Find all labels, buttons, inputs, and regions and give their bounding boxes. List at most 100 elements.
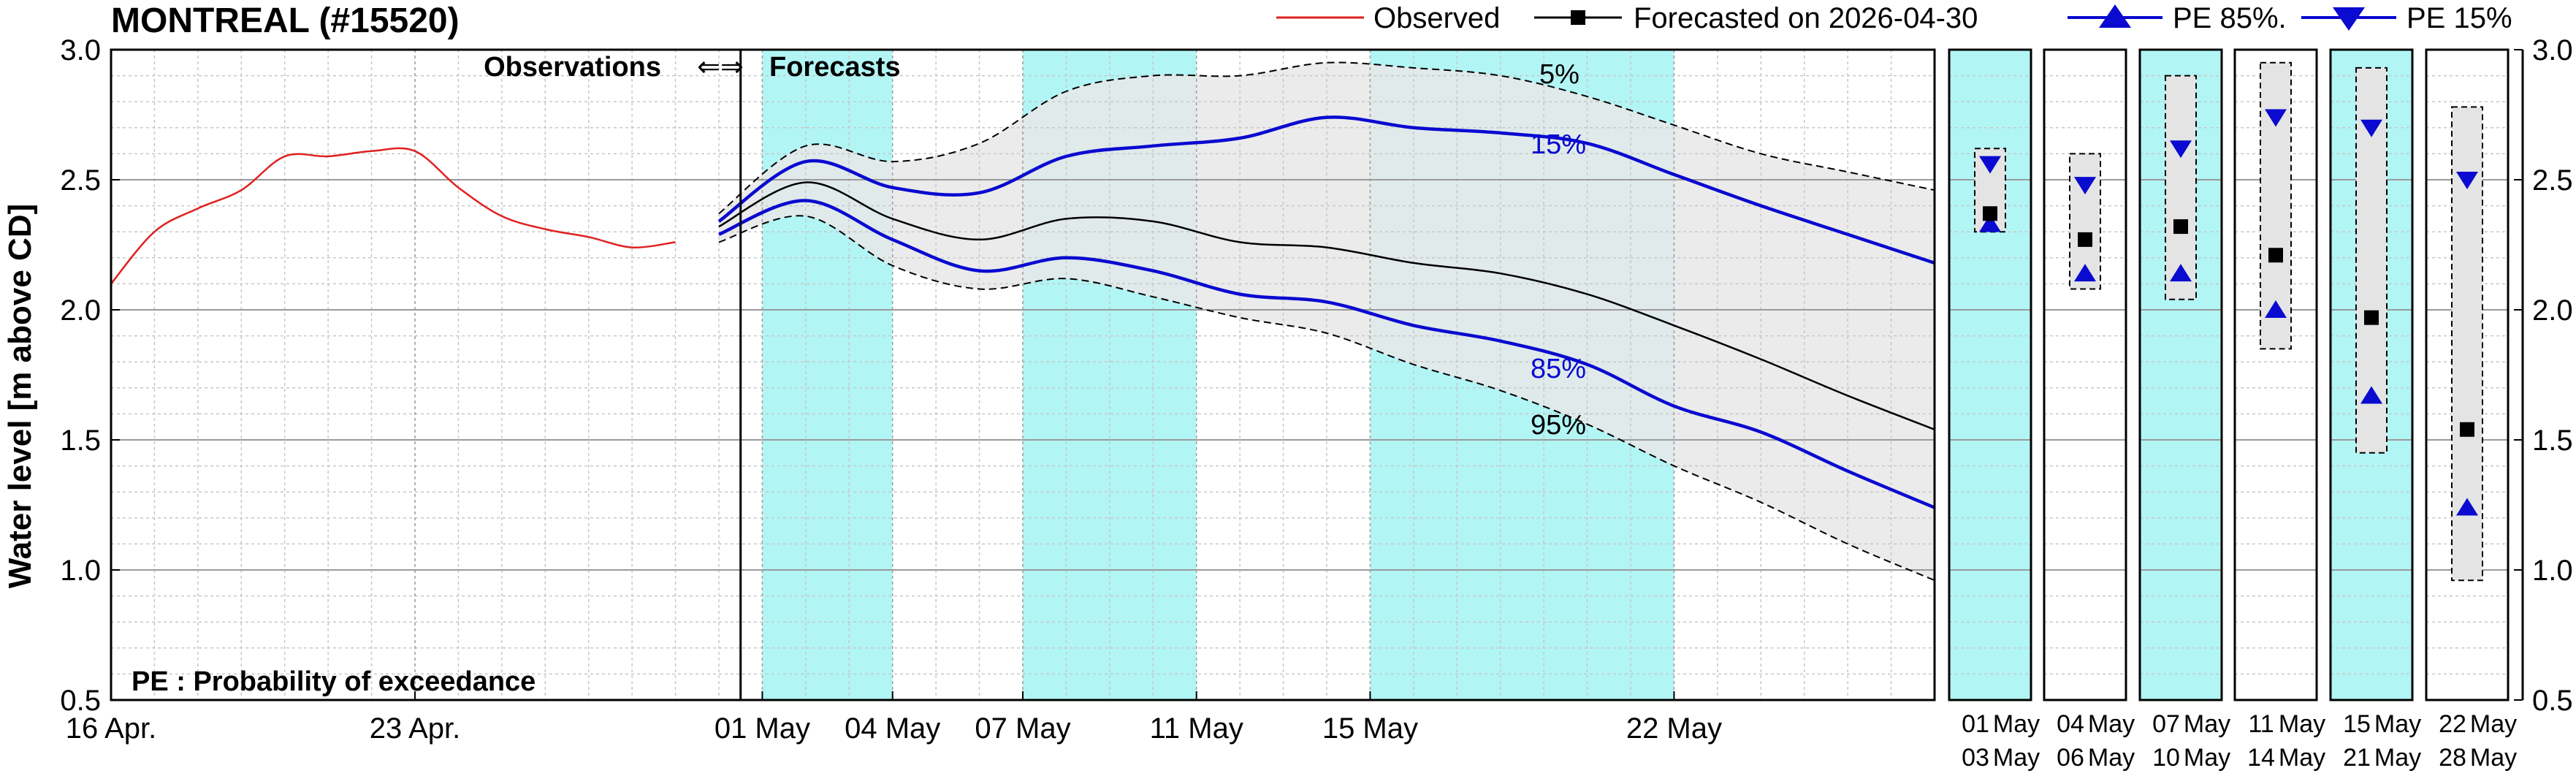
- panel-forecast-marker: [2268, 248, 2283, 263]
- panel-frame: [2138, 48, 2223, 701]
- period-arrows: ⇐⇒: [697, 52, 744, 83]
- right-y-tick-label: 3.0: [2532, 34, 2573, 66]
- panel-pe15-marker: [2074, 177, 2096, 195]
- panel-forecast-marker: [2173, 219, 2188, 235]
- panel-range-box: [2165, 75, 2197, 300]
- panel-frame: [2233, 48, 2318, 701]
- panel-pe85-marker: [2074, 264, 2096, 282]
- legend-forecast-marker: [1571, 10, 1585, 25]
- legend-pe85-label: PE 85%.: [2173, 2, 2287, 34]
- envelope-95-line: [718, 215, 1935, 582]
- y-tick-label: 2.5: [60, 164, 101, 197]
- panel-bottom-date-day: 28: [2439, 744, 2466, 772]
- panel-top-date-month: May: [2279, 710, 2325, 738]
- observations-label: Observations: [484, 52, 661, 83]
- panel-frame: [2043, 48, 2127, 701]
- right-y-tick-label: 0.5: [2532, 685, 2573, 717]
- band-label-95: 95%: [1531, 410, 1586, 441]
- panel-pe85-marker: [2360, 386, 2382, 404]
- period-panel-6: [2425, 48, 2510, 701]
- panel-frame: [2329, 48, 2414, 701]
- panel-bottom-date-month: May: [2184, 744, 2230, 772]
- x-tick-label: 07 May: [975, 712, 1070, 745]
- right-y-tick-label: 1.5: [2532, 425, 2573, 457]
- panel-top-date-day: 04: [2057, 710, 2084, 738]
- panel-top-date-day: 07: [2152, 710, 2180, 738]
- period-panel-4: [2233, 48, 2318, 701]
- panel-background: [1949, 50, 2031, 700]
- right-y-tick-label: 2.5: [2532, 164, 2573, 197]
- panel-bottom-date-month: May: [2470, 744, 2517, 772]
- x-tick-label: 11 May: [1150, 712, 1243, 745]
- x-tick-label: 16 Apr.: [66, 712, 157, 745]
- panel-forecast-marker: [2078, 232, 2092, 247]
- panel-top-date-month: May: [2184, 710, 2230, 738]
- panel-pe15-marker: [2360, 119, 2382, 137]
- panel-forecast-marker: [1983, 206, 1997, 221]
- panel-pe85-marker: [2265, 300, 2287, 318]
- legend-forecast-label: Forecasted on 2026-04-30: [1634, 2, 1978, 34]
- legend-pe15-label: PE 15%: [2407, 2, 2512, 34]
- y-tick-label: 0.5: [60, 685, 101, 717]
- panel-forecast-marker: [2364, 310, 2379, 325]
- period-panel-1: [1948, 48, 2032, 701]
- pe-note: PE : Probability of exceedance: [132, 666, 536, 697]
- panel-top-date-month: May: [1993, 710, 2040, 738]
- panel-bottom-date-month: May: [2279, 744, 2325, 772]
- band-label-5: 5%: [1539, 59, 1579, 90]
- period-panel-3: [2138, 48, 2223, 701]
- series-observed-line: [110, 147, 676, 285]
- panel-background: [2044, 50, 2126, 700]
- forecasts-label: Forecasts: [769, 52, 901, 83]
- x-tick-label: 15 May: [1322, 712, 1418, 745]
- y-tick-label: 1.5: [60, 425, 101, 457]
- panel-bottom-date-day: 14: [2247, 744, 2275, 772]
- panel-top-date-day: 11: [2248, 710, 2274, 738]
- legend: Observed Forecasted on 2026-04-30 PE 85%…: [1276, 2, 2512, 34]
- panel-bottom-date-day: 21: [2343, 744, 2371, 772]
- chart-title: MONTREAL (#15520): [111, 1, 460, 40]
- x-tick-label: 01 May: [715, 712, 810, 745]
- panel-top-date-day: 15: [2343, 710, 2371, 738]
- y-axis-label: Water level [m above CD]: [2, 204, 38, 589]
- panel-frame: [2425, 48, 2510, 701]
- panel-pe85-marker: [2456, 498, 2478, 516]
- series-forecast-line: [718, 181, 1935, 430]
- right-y-tick-label: 2.0: [2532, 294, 2573, 327]
- legend-pe15-marker: [2333, 7, 2365, 31]
- panel-bottom-date-day: 03: [1962, 744, 1989, 772]
- panel-top-date-day: 01: [1962, 710, 1989, 738]
- panel-top-date-month: May: [2470, 710, 2517, 738]
- panel-top-date-month: May: [2088, 710, 2135, 738]
- panel-pe15-marker: [2170, 140, 2192, 159]
- panel-pe15-marker: [2265, 109, 2287, 127]
- legend-pe85-marker: [2099, 4, 2131, 28]
- panel-bottom-date-month: May: [2088, 744, 2135, 772]
- envelope-5-line: [718, 61, 1935, 215]
- panel-forecast-marker: [2460, 422, 2474, 437]
- panel-bottom-date-day: 06: [2057, 744, 2084, 772]
- panel-pe15-marker: [2456, 172, 2478, 189]
- panel-top-date-day: 22: [2439, 710, 2466, 738]
- band-label-85: 85%: [1531, 354, 1586, 384]
- panel-pe85-marker: [1979, 214, 2001, 232]
- series-pe85-line: [718, 199, 1935, 509]
- y-tick-label: 3.0: [60, 34, 101, 66]
- panel-pe15-marker: [1979, 156, 2001, 174]
- x-tick-label: 04 May: [845, 712, 940, 745]
- panel-bottom-date-day: 10: [2152, 744, 2180, 772]
- panel-frame: [1948, 48, 2032, 701]
- period-panel-5: [2329, 48, 2414, 701]
- panel-bottom-date-month: May: [1993, 744, 2040, 772]
- band-label-15: 15%: [1531, 129, 1586, 160]
- panel-pe85-marker: [2170, 264, 2192, 282]
- right-y-tick-label: 1.0: [2532, 555, 2573, 587]
- panel-top-date-month: May: [2374, 710, 2421, 738]
- x-tick-label: 22 May: [1626, 712, 1722, 745]
- series-pe15-line: [717, 115, 1935, 265]
- period-panel-2: [2043, 48, 2127, 701]
- y-tick-label: 1.0: [60, 555, 101, 587]
- y-tick-label: 2.0: [60, 294, 101, 327]
- x-tick-label: 23 Apr.: [370, 712, 461, 745]
